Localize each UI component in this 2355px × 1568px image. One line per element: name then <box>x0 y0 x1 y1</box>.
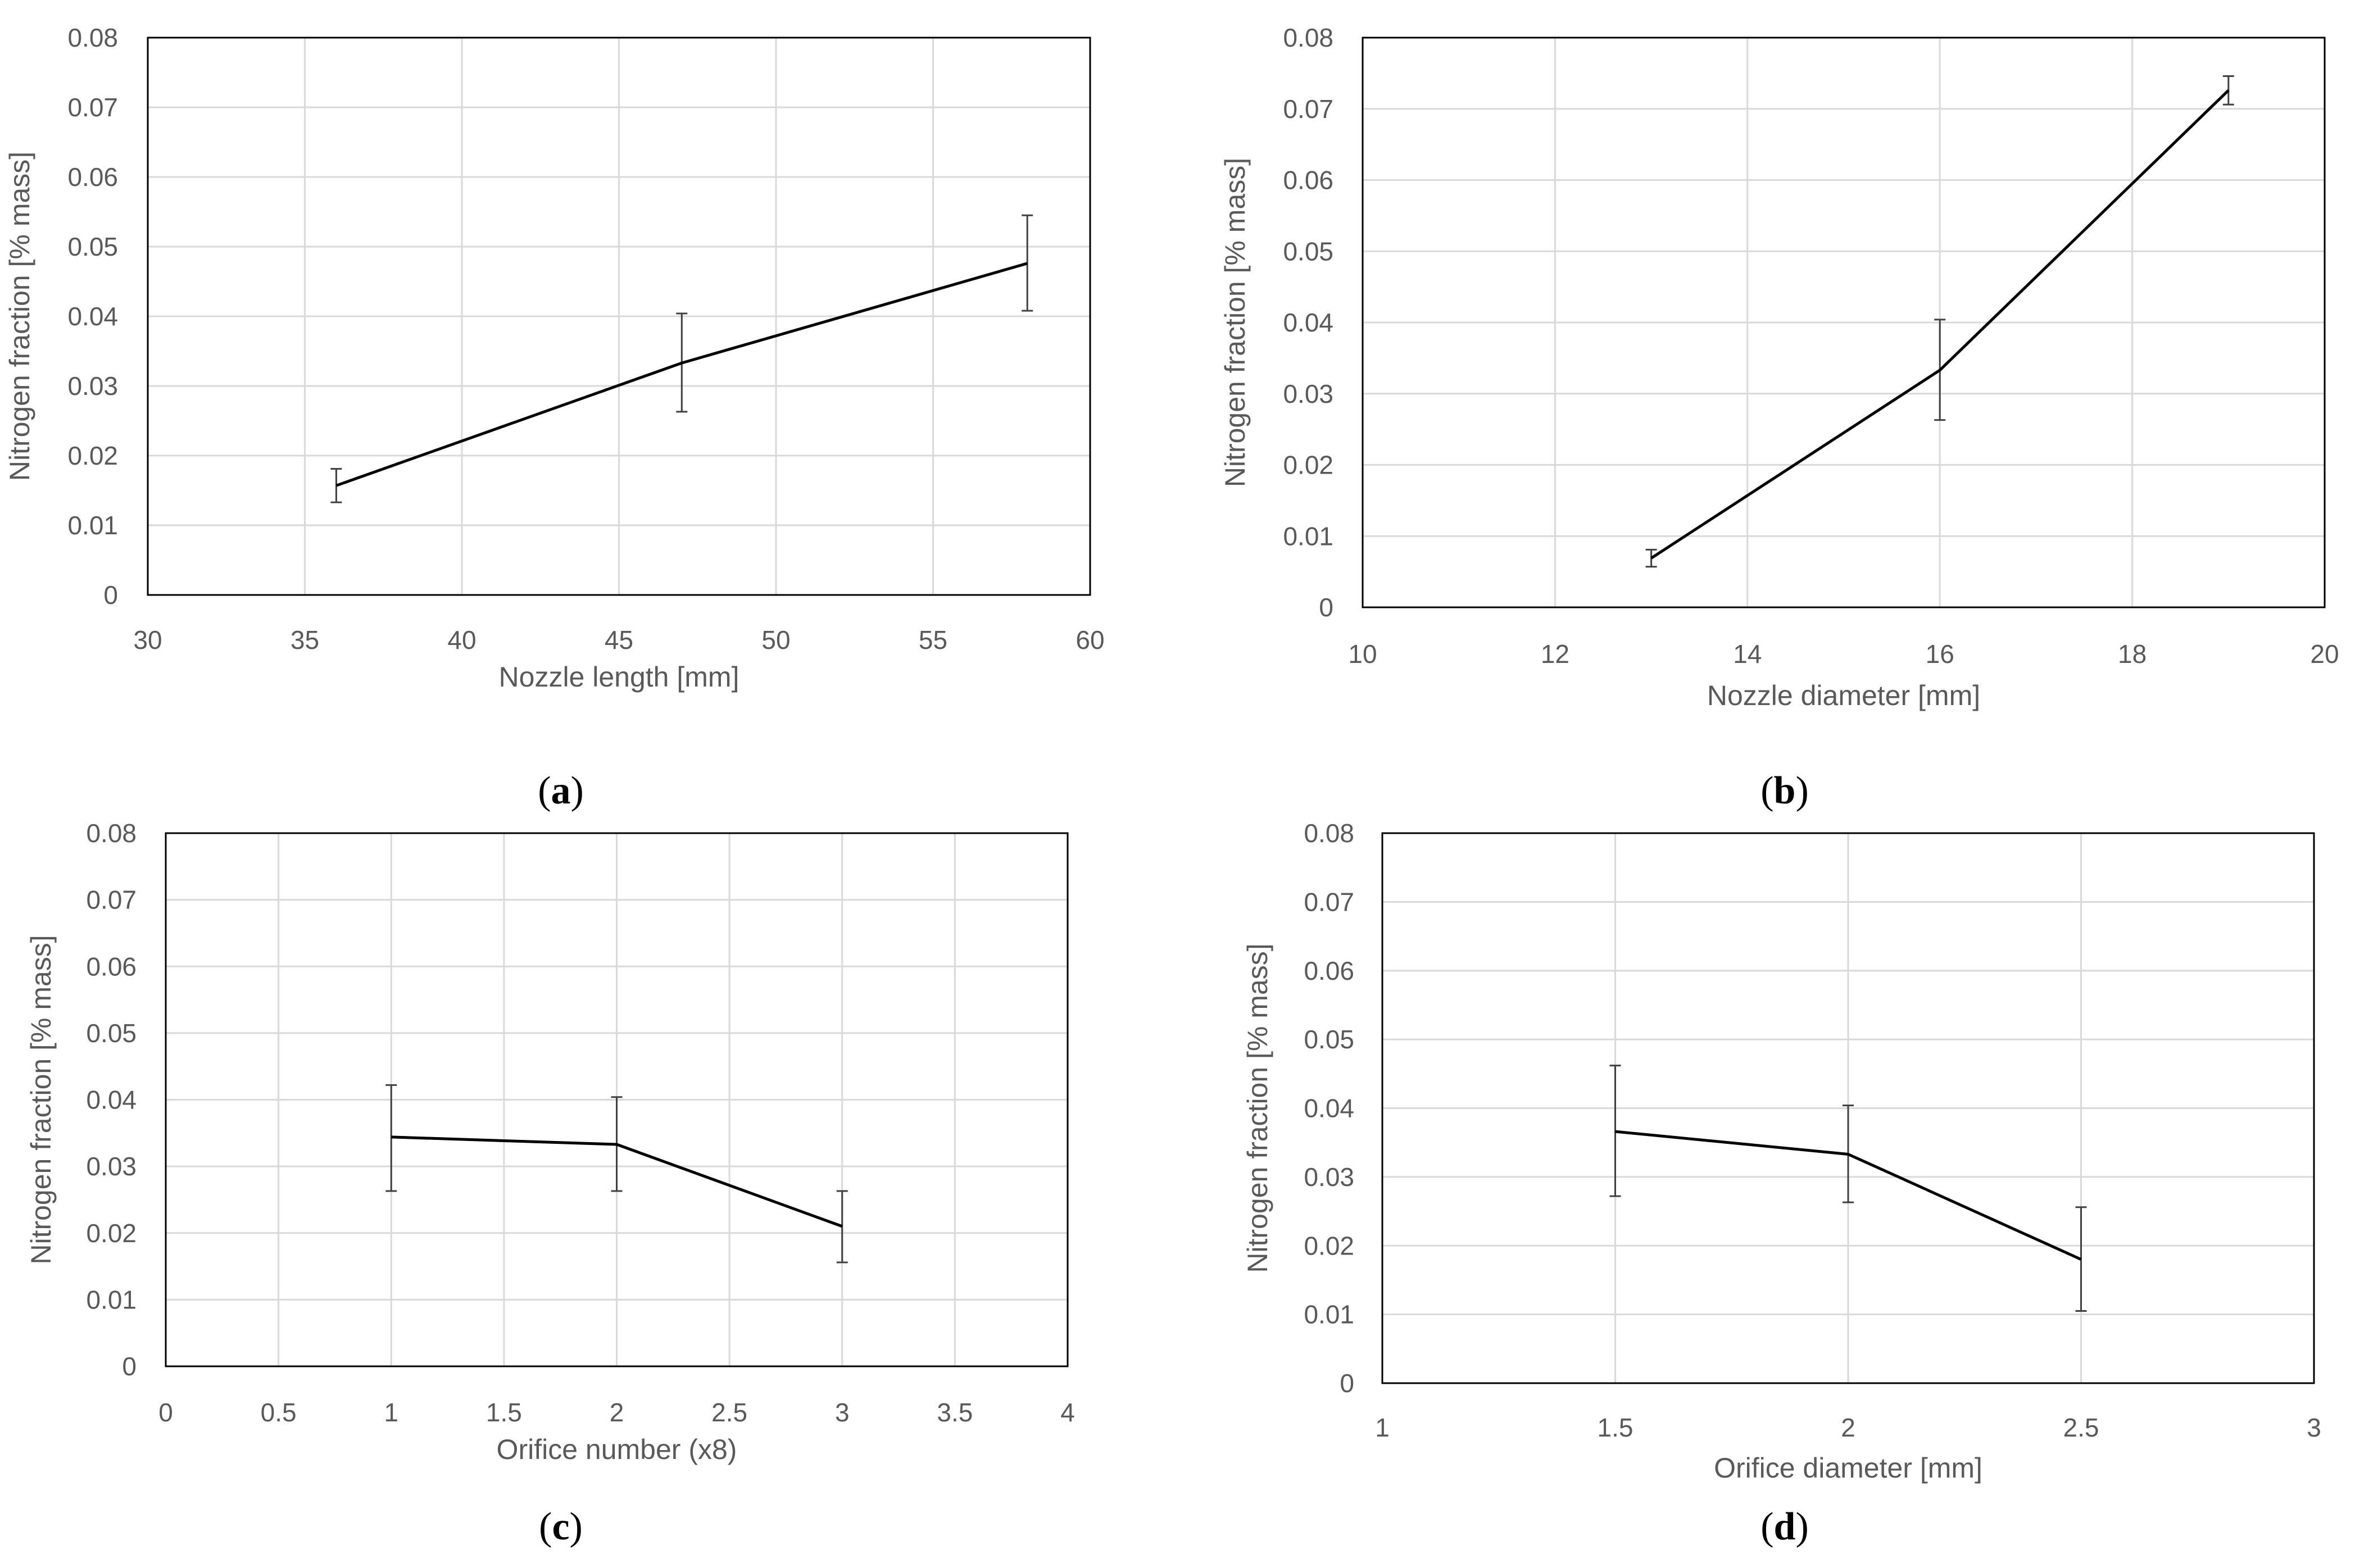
x-tick-label: 50 <box>761 625 790 655</box>
x-tick-label: 20 <box>2310 639 2339 669</box>
x-tick-label: 1.5 <box>1598 1413 1633 1442</box>
y-tick-label: 0 <box>1319 593 1333 622</box>
x-tick-label: 0.5 <box>261 1398 297 1427</box>
y-tick-label: 0.02 <box>67 441 118 470</box>
series-line <box>1615 1130 2082 1261</box>
y-axis-title: Nitrogen fraction [% mass] <box>4 152 35 481</box>
x-tick-label: 3 <box>2307 1413 2321 1442</box>
plot-area-border <box>165 832 1069 1367</box>
x-tick-label: 30 <box>133 625 162 655</box>
plot-area-border <box>1381 832 2315 1384</box>
y-tick-label: 0.07 <box>1283 94 1333 124</box>
y-axis-title: Nitrogen fraction [% mass] <box>1242 943 1273 1272</box>
y-tick-label: 0.07 <box>1304 887 1354 916</box>
y-tick-label: 0.02 <box>1283 451 1333 480</box>
x-axis-title: Orifice number (x8) <box>497 1434 737 1465</box>
y-tick-label: 0.08 <box>1283 23 1333 52</box>
y-tick-label: 0.03 <box>67 371 118 401</box>
y-tick-label: 0.06 <box>1283 166 1333 195</box>
x-tick-label: 18 <box>2118 639 2147 669</box>
y-tick-label: 0.05 <box>86 1019 137 1048</box>
x-tick-label: 55 <box>919 625 947 655</box>
x-axis-title: Orifice diameter [mm] <box>1714 1452 1982 1484</box>
chart-panel-c: 0 0.01 0.02 0.03 0.04 0.05 0.06 0.07 0.08 0 0.5 1 1.… <box>25 819 1075 1548</box>
y-tick-label: 0.02 <box>86 1219 137 1248</box>
x-tick-label: 12 <box>1541 639 1569 669</box>
x-tick-label: 2.5 <box>2063 1413 2099 1442</box>
y-tick-label: 0.07 <box>86 885 137 915</box>
y-tick-label: 0.04 <box>67 302 118 331</box>
y-tick-label: 0.08 <box>1304 819 1354 848</box>
x-tick-label: 3.5 <box>937 1398 973 1427</box>
x-tick-label: 3 <box>835 1398 850 1427</box>
plot-area-border <box>1362 37 2326 608</box>
x-tick-label: 1 <box>384 1398 398 1427</box>
y-tick-label: 0.03 <box>1283 379 1333 408</box>
x-axis-title: Nozzle length [mm] <box>499 661 739 693</box>
y-tick-label: 0.05 <box>1283 237 1333 266</box>
y-axis-title: Nitrogen fraction [% mass] <box>25 935 57 1264</box>
x-tick-label: 1 <box>1375 1413 1390 1442</box>
chart-panel-b: 0 0.01 0.02 0.03 0.04 0.05 0.06 0.07 0.08 10 12 14 1… <box>1219 23 2339 812</box>
panel-caption: (a) <box>538 769 584 812</box>
x-tick-label: 0 <box>158 1398 173 1427</box>
y-tick-label: 0.03 <box>1304 1162 1354 1192</box>
y-tick-label: 0.04 <box>1304 1094 1354 1123</box>
panel-caption: (d) <box>1760 1505 1809 1548</box>
panel-caption: (c) <box>539 1505 583 1548</box>
y-tick-label: 0.01 <box>67 511 118 540</box>
x-tick-label: 1.5 <box>486 1398 522 1427</box>
chart-panel-d: 0 0.01 0.02 0.03 0.04 0.05 0.06 0.07 0.08 1 1.5 2 2.… <box>1242 819 2321 1548</box>
y-tick-label: 0.02 <box>1304 1231 1354 1260</box>
x-tick-label: 14 <box>1733 639 1762 669</box>
y-tick-label: 0.01 <box>1283 521 1333 551</box>
y-tick-label: 0.08 <box>86 819 137 848</box>
y-axis-title: Nitrogen fraction [% mass] <box>1219 158 1251 487</box>
x-tick-label: 2 <box>610 1398 624 1427</box>
y-tick-label: 0.06 <box>1304 956 1354 985</box>
x-tick-label: 4 <box>1060 1398 1075 1427</box>
x-tick-label: 2.5 <box>711 1398 747 1427</box>
panel-caption: (b) <box>1760 769 1809 812</box>
x-axis-title: Nozzle diameter [mm] <box>1707 680 1980 711</box>
y-tick-label: 0 <box>103 580 118 610</box>
y-tick-label: 0.04 <box>1283 308 1333 337</box>
y-tick-label: 0.08 <box>67 23 118 52</box>
y-tick-label: 0 <box>122 1352 137 1381</box>
y-tick-label: 0 <box>1340 1369 1354 1398</box>
y-tick-label: 0.01 <box>1304 1300 1354 1329</box>
x-tick-label: 35 <box>291 625 319 655</box>
x-tick-label: 10 <box>1348 639 1377 669</box>
y-tick-label: 0.01 <box>86 1285 137 1314</box>
series-line <box>335 262 1028 487</box>
x-tick-label: 16 <box>1926 639 1954 669</box>
y-tick-label: 0.04 <box>86 1085 137 1115</box>
x-tick-label: 40 <box>447 625 476 655</box>
x-tick-label: 45 <box>605 625 633 655</box>
y-tick-label: 0.07 <box>67 93 118 122</box>
series-line <box>1650 89 2230 560</box>
x-tick-label: 2 <box>1841 1413 1855 1442</box>
x-tick-label: 60 <box>1076 625 1104 655</box>
chart-panel-a: 0 0.01 0.02 0.03 0.04 0.05 0.06 0.07 0.08 30 35 40 4… <box>4 23 1105 812</box>
y-tick-label: 0.06 <box>86 952 137 981</box>
y-tick-label: 0.03 <box>86 1152 137 1181</box>
y-tick-label: 0.06 <box>67 162 118 192</box>
plot-area-border <box>147 37 1091 596</box>
y-tick-label: 0.05 <box>67 232 118 261</box>
y-tick-label: 0.05 <box>1304 1025 1354 1054</box>
series-line <box>391 1135 843 1228</box>
